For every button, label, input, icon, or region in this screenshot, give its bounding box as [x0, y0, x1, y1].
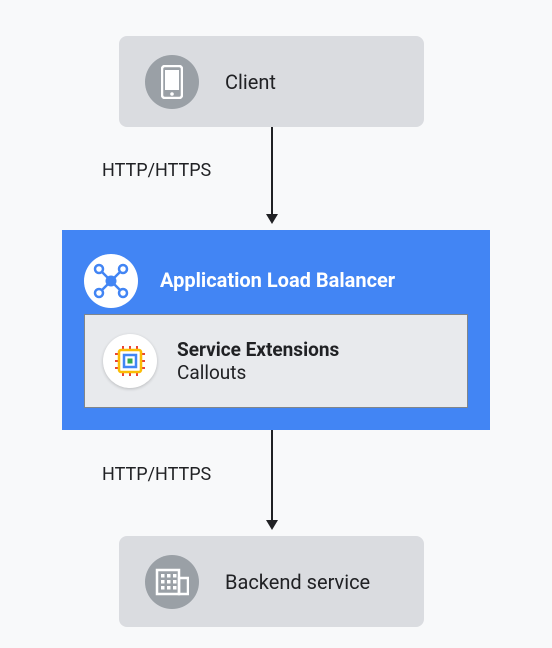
arrow-line-1 — [271, 127, 273, 216]
service-extensions-subtitle: Callouts — [177, 361, 339, 384]
load-balancer-label: Application Load Balancer — [160, 268, 395, 292]
backend-label: Backend service — [225, 570, 370, 594]
service-extensions-title: Service Extensions — [177, 338, 339, 361]
client-label: Client — [225, 70, 276, 94]
service-extensions-node: Service ExtensionsCallouts — [84, 314, 468, 408]
backend-node: Backend service — [119, 536, 424, 627]
building-icon — [145, 555, 199, 609]
arrow-line-2 — [271, 430, 273, 522]
edge-label-2: HTTP/HTTPS — [102, 464, 211, 485]
arrow-head-1 — [266, 214, 278, 224]
phone-icon — [145, 55, 199, 109]
chip-icon — [103, 334, 157, 388]
load-balancer-icon — [84, 254, 138, 308]
edge-label-1: HTTP/HTTPS — [102, 160, 211, 181]
client-node: Client — [119, 36, 424, 127]
arrow-head-2 — [266, 520, 278, 530]
